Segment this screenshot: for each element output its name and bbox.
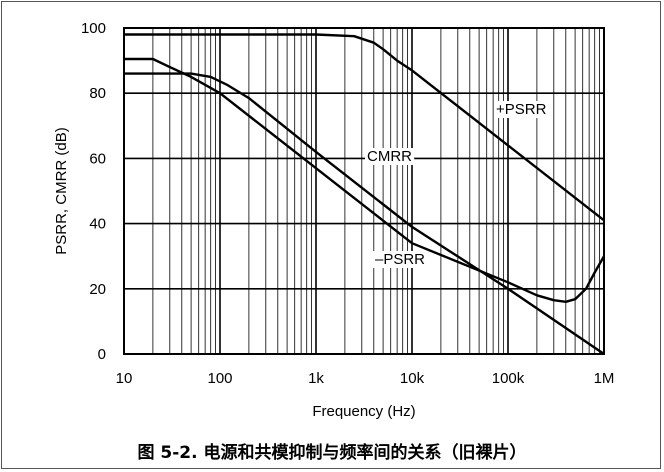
x-tick-label: 10k xyxy=(400,370,425,387)
series-line xyxy=(124,33,605,222)
x-axis-label: Frequency (Hz) xyxy=(312,403,415,420)
psrr-plus-label: +PSRR xyxy=(496,101,547,118)
x-tick-label: 1k xyxy=(308,370,324,387)
series-line xyxy=(124,57,606,303)
psrr-minus-label: –PSRR xyxy=(375,251,425,268)
y-axis-label: PSRR, CMRR (dB) xyxy=(53,127,70,255)
x-tick-label: 1M xyxy=(594,370,615,387)
psrr-minus-label-bg xyxy=(373,251,428,268)
series-layer xyxy=(124,33,606,355)
cmrr-label: CMRR xyxy=(367,148,412,165)
x-tick-label: 100k xyxy=(492,370,525,387)
y-tick-label: 60 xyxy=(89,150,106,167)
y-tick-label: 40 xyxy=(89,216,106,233)
series-line xyxy=(124,72,605,355)
psrr-plus-label-bg xyxy=(494,101,549,118)
x-tick-label: 10 xyxy=(116,370,133,387)
figure-caption: 图 5-2. 电源和共模抑制与频率间的关系（旧裸片） xyxy=(137,443,527,463)
y-tick-label: 20 xyxy=(89,281,106,298)
x-tick-labels: 10 100 1k 10k 100k 1M xyxy=(116,370,615,387)
y-tick-label: 100 xyxy=(81,20,106,37)
minor-grid xyxy=(152,28,601,354)
y-tick-label: 0 xyxy=(98,346,106,363)
cmrr-label-bg xyxy=(365,148,415,165)
x-tick-label: 100 xyxy=(207,370,232,387)
psrr-cmrr-chart: +PSRR CMRR –PSRR 10 100 1k 10k 100k 1M 0 20 40 6… xyxy=(53,20,615,420)
y-tick-label: 80 xyxy=(89,85,106,102)
y-tick-labels: 0 20 40 60 80 100 xyxy=(81,20,106,363)
plot-border xyxy=(123,27,605,355)
